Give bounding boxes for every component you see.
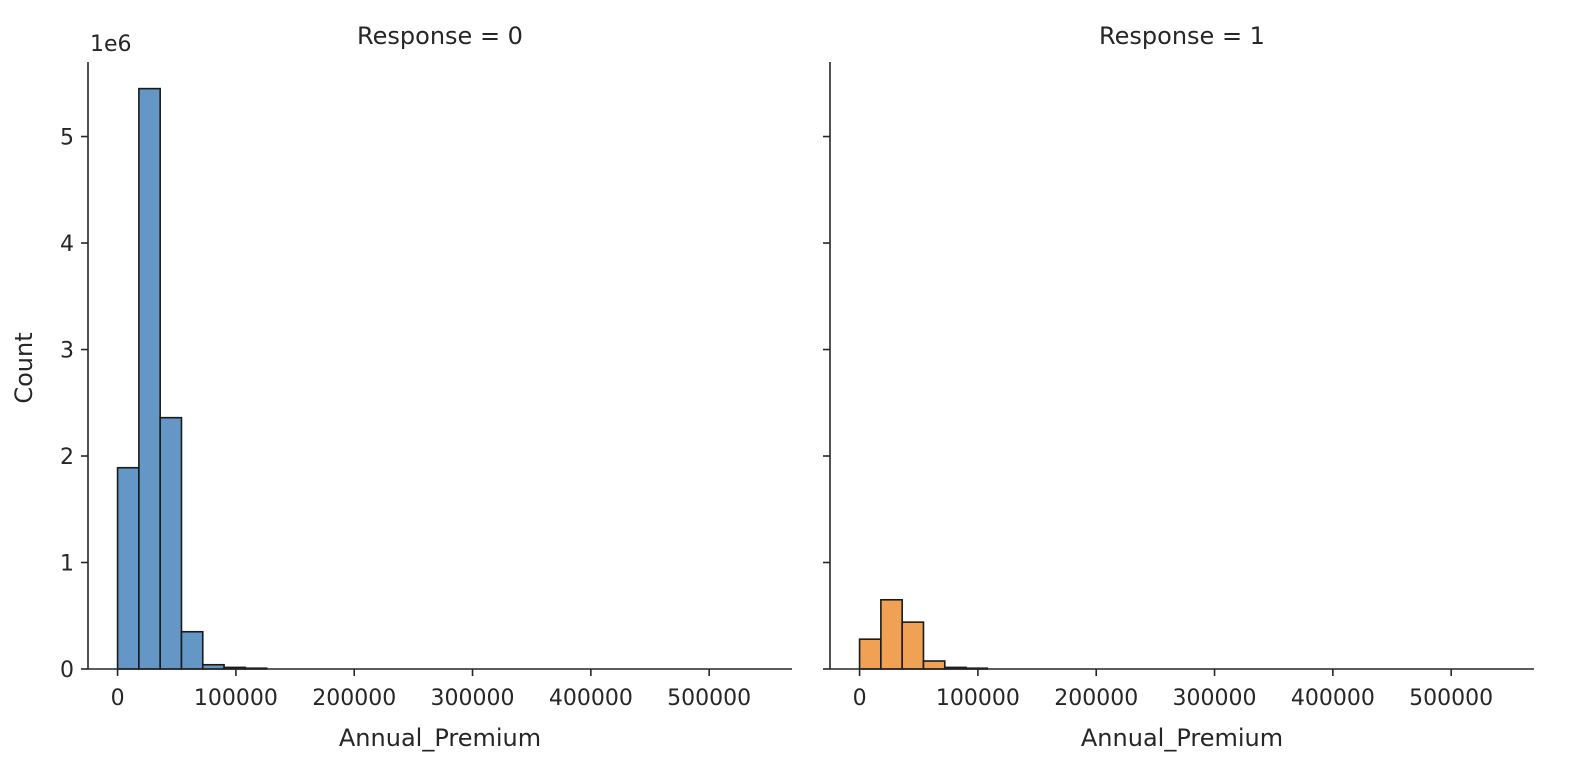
x-tick-label: 200000 xyxy=(312,686,396,711)
y-tick-label: 3 xyxy=(60,339,74,364)
x-tick-label: 0 xyxy=(853,686,867,711)
y-axis-offset-label: 1e6 xyxy=(90,32,132,57)
x-tick-label: 300000 xyxy=(431,686,515,711)
y-tick-label: 2 xyxy=(60,445,74,470)
x-tick-label: 500000 xyxy=(667,686,751,711)
x-tick-label: 200000 xyxy=(1054,686,1138,711)
panel-1: Response = 1 0 100000 200000 300000 400000 500… xyxy=(823,22,1534,752)
histogram-bar xyxy=(901,621,925,670)
y-tick-label: 4 xyxy=(60,232,74,257)
x-tick-label: 300000 xyxy=(1173,686,1257,711)
y-tick-label: 5 xyxy=(60,126,74,151)
histogram-bar xyxy=(922,660,946,670)
x-tick-label: 500000 xyxy=(1409,686,1493,711)
histogram-bar xyxy=(138,87,161,670)
y-tick-label: 0 xyxy=(60,658,74,683)
panel-title: Response = 0 xyxy=(357,22,523,50)
histogram-bar xyxy=(858,638,882,670)
x-tick-label: 400000 xyxy=(1291,686,1375,711)
histogram-bar xyxy=(880,598,903,670)
panels-group: Response = 0 0 1 2 3 4 5 0 100000 200000 300000 400… xyxy=(60,22,1534,752)
y-tick-label: 1 xyxy=(60,552,74,577)
x-tick-label: 400000 xyxy=(549,686,633,711)
panel-0: Response = 0 0 1 2 3 4 5 0 100000 200000 300000 400… xyxy=(60,22,792,752)
x-tick-label: 100000 xyxy=(194,686,278,711)
x-tick-label: 100000 xyxy=(936,686,1020,711)
panel-title: Response = 1 xyxy=(1099,22,1265,50)
y-axis-label: Count xyxy=(10,332,38,403)
histogram-bar xyxy=(116,466,140,670)
x-tick-label: 0 xyxy=(111,686,125,711)
histogram-bar xyxy=(159,416,183,670)
x-axis-label: Annual_Premium xyxy=(339,724,541,752)
x-axis-label: Annual_Premium xyxy=(1081,724,1283,752)
histogram-bar xyxy=(180,630,204,670)
